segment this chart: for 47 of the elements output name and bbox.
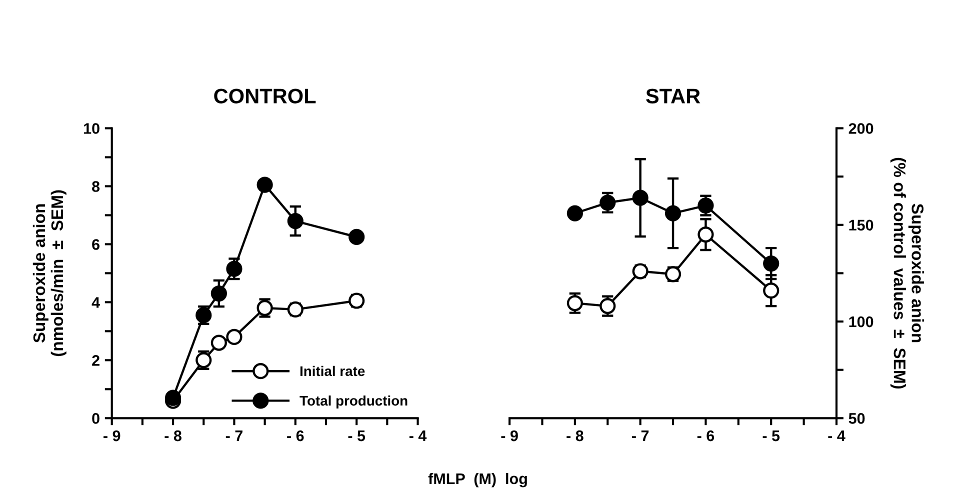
y-tick-label: 50 xyxy=(848,413,865,424)
y-axis-title: Superoxide anion (% of control values ± SEM) xyxy=(890,158,924,389)
point xyxy=(348,228,365,246)
point xyxy=(164,390,182,406)
point xyxy=(566,295,583,312)
y-tick-label: 10 xyxy=(84,123,100,134)
y-tick-label: 2 xyxy=(92,355,100,366)
point xyxy=(226,260,242,277)
x-tick-label: - 8 xyxy=(164,430,182,442)
y-tick-label: 4 xyxy=(92,297,100,308)
x-tick-label: - 4 xyxy=(409,430,427,442)
point xyxy=(763,255,780,272)
x-tick-label: - 5 xyxy=(762,430,780,442)
point xyxy=(632,190,648,206)
point xyxy=(664,205,682,222)
point xyxy=(210,285,227,302)
point xyxy=(210,334,227,351)
point xyxy=(287,212,304,230)
x-tick-label: - 8 xyxy=(566,430,584,442)
x-tick-label: - 7 xyxy=(226,430,242,442)
point xyxy=(256,176,273,193)
x-tick-label: - 6 xyxy=(287,430,304,442)
y-tick-label: 0 xyxy=(92,413,100,424)
chart-title: CONTROL xyxy=(214,88,316,104)
legend-label: Total production xyxy=(300,395,408,408)
legend-label: Initial rate xyxy=(300,366,365,376)
x-tick-label: - 4 xyxy=(828,430,846,442)
y-axis-title: Superoxide anion (nmoles/min ± SEM) xyxy=(32,190,66,356)
x-tick-label: - 6 xyxy=(697,430,714,442)
point xyxy=(600,194,616,211)
chart-title: STAR xyxy=(646,88,700,104)
point xyxy=(226,328,242,346)
point xyxy=(698,226,714,243)
y-tick-label: 150 xyxy=(849,220,874,231)
y-tick-label: 6 xyxy=(92,239,100,250)
point xyxy=(566,205,583,222)
point xyxy=(287,301,304,318)
x-tick-label: - 9 xyxy=(501,430,518,442)
y-tick-label: 8 xyxy=(92,181,100,192)
y-tick-label: 100 xyxy=(849,316,874,328)
x-axis-title: fMLP (M) log xyxy=(428,472,527,488)
point xyxy=(763,282,780,299)
x-tick-label: - 9 xyxy=(104,430,120,442)
y-tick-label: 200 xyxy=(848,123,874,134)
point xyxy=(600,298,616,314)
x-tick-label: - 5 xyxy=(348,430,366,442)
x-tick-label: - 7 xyxy=(632,430,649,442)
